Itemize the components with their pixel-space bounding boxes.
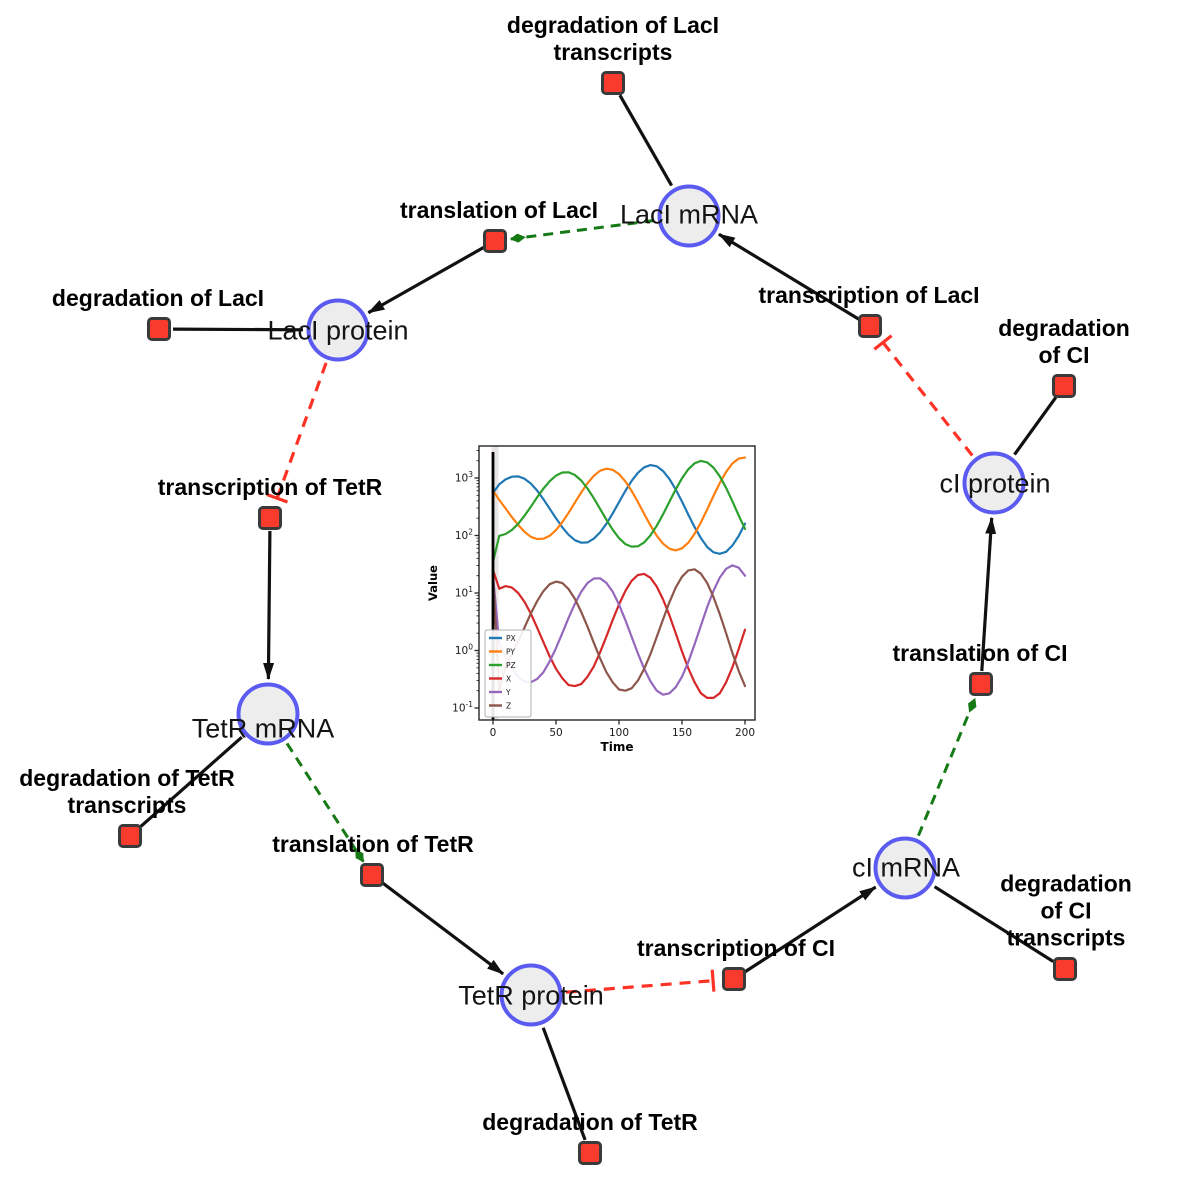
inhibition-tbar-transcription-tetr [266, 492, 289, 504]
edge-production-translation-laci-to-laci-protein [367, 246, 485, 315]
series-Y [491, 564, 747, 696]
reaction-node-translation-tetr [360, 863, 384, 887]
reaction-label-transcription-tetr: transcription of TetR [157, 473, 383, 500]
species-label-ci-mrna: cI mRNA [852, 852, 960, 883]
legend-entry-PZ: PZ [506, 661, 516, 670]
species-node-ci-protein [962, 451, 1026, 515]
reaction-node-deg-ci-transcripts [1053, 957, 1077, 981]
inhibition-tbar-transcription-laci [873, 334, 893, 351]
reaction-label-transcription-ci: transcription of CI [636, 934, 836, 961]
reaction-label-deg-tetr-transcripts: degradation of TetR transcripts [19, 764, 235, 818]
chart-legend: PX PY PZ XYZ [484, 629, 532, 718]
edge-consumption-tetr-protein-to-deg-tetr [541, 1027, 587, 1141]
timeseries-plot: PX PY PZ XYZ 10-1 100 101 102 103 0 50 100 150 200 Tim… [426, 445, 756, 754]
series-PX [491, 464, 747, 555]
species-label-laci-protein: LacI protein [267, 315, 409, 346]
species-label-laci-mrna: LacI mRNA [619, 199, 759, 230]
reaction-label-transcription-laci: transcription of LacI [758, 281, 980, 308]
inhibition-tbar-transcription-ci [710, 969, 716, 992]
edge-inhibition-tetr-protein-to-transcription-ci [565, 979, 714, 994]
edge-consumption-ci-protein-to-deg-ci [1013, 396, 1058, 456]
edge-inhibition-ci-protein-to-transcription-laci [881, 341, 974, 457]
species-label-ci-protein: cI protein [939, 468, 1051, 499]
reaction-node-transcription-ci [722, 967, 746, 991]
reaction-node-deg-tetr-transcripts [118, 824, 142, 848]
edge-production-transcription-tetr-to-tetr-mrna [263, 530, 275, 680]
series-PY [491, 456, 747, 552]
legend-entry-X: X [506, 674, 511, 683]
legend-entry-PX: PX [506, 634, 516, 643]
species-node-laci-protein [306, 298, 370, 362]
inset-chart: PX PY PZ X Y Z 10-1 100 101 102 103 0 50 100 150 200 Tim… [426, 440, 768, 770]
reaction-node-translation-ci [969, 672, 993, 696]
x-tick-label: 200 [735, 727, 755, 739]
y-axis-title: Value [428, 565, 440, 601]
y-tick-label: 102 [455, 528, 473, 543]
species-node-tetr-protein [499, 963, 563, 1027]
species-label-tetr-mrna: TetR mRNA [191, 713, 335, 744]
reaction-label-deg-ci-transcripts: degradation of CI transcripts [1000, 870, 1132, 951]
edge-inhibition-laci-protein-to-transcription-tetr [275, 362, 328, 499]
reaction-node-deg-ci [1052, 374, 1076, 398]
reaction-label-translation-ci: translation of CI [892, 639, 1068, 666]
edge-production-translation-ci-to-ci-protein [980, 516, 997, 672]
reaction-label-deg-laci: degradation of LacI [51, 284, 265, 311]
y-tick-label: 10-1 [452, 700, 473, 715]
edge-translation-ci-mrna-to-translation-ci [917, 697, 977, 837]
legend-entry-Z: Z [506, 701, 511, 710]
x-axis-title: Time [601, 740, 634, 754]
plot-frame [478, 445, 756, 721]
edge-consumption-laci-mrna-to-deg-laci-transcripts [618, 94, 673, 187]
edge-consumption-laci-protein-to-deg-laci [172, 327, 304, 332]
reaction-node-deg-tetr [578, 1141, 602, 1165]
reaction-label-translation-tetr: translation of TetR [272, 830, 474, 857]
reaction-label-deg-ci: degradation of CI [998, 314, 1130, 368]
species-label-tetr-protein: TetR protein [458, 980, 604, 1011]
y-tick-label: 100 [455, 643, 473, 658]
t0-band [491, 446, 499, 720]
reaction-node-deg-laci-transcripts [601, 71, 625, 95]
edge-production-translation-tetr-to-tetr-protein [381, 881, 505, 976]
x-tick-label: 0 [490, 727, 497, 739]
y-tick-label: 103 [455, 470, 473, 485]
edge-translation-laci-mrna-to-translation-laci [509, 219, 655, 243]
y-tick-label: 101 [455, 585, 473, 600]
edge-production-transcription-laci-to-laci-mrna [718, 232, 860, 321]
edge-consumption-ci-mrna-to-deg-ci-transcripts [933, 885, 1055, 963]
legend-entry-PY: PY [506, 647, 515, 656]
edge-translation-tetr-mrna-to-translation-tetr [285, 742, 365, 863]
x-tick-label: 50 [549, 727, 562, 739]
series-PZ [491, 459, 747, 563]
reaction-label-deg-tetr: degradation of TetR [482, 1108, 698, 1135]
species-node-ci-mrna [873, 836, 937, 900]
edge-consumption-tetr-mrna-to-deg-tetr-transcripts [139, 736, 243, 828]
legend-entry-Y: Y [505, 688, 511, 697]
reaction-label-translation-laci: translation of LacI [399, 196, 599, 223]
series-Z [491, 568, 747, 692]
reaction-node-transcription-laci [858, 314, 882, 338]
species-node-laci-mrna [657, 184, 721, 248]
edge-production-transcription-ci-to-ci-mrna [744, 885, 877, 974]
reaction-label-deg-laci-transcripts: degradation of LacI transcripts [506, 11, 720, 65]
reaction-node-transcription-tetr [258, 506, 282, 530]
x-tick-label: 100 [609, 727, 629, 739]
species-node-tetr-mrna [236, 682, 300, 746]
x-tick-label: 150 [672, 727, 692, 739]
reaction-node-deg-laci [147, 317, 171, 341]
reaction-node-translation-laci [483, 229, 507, 253]
